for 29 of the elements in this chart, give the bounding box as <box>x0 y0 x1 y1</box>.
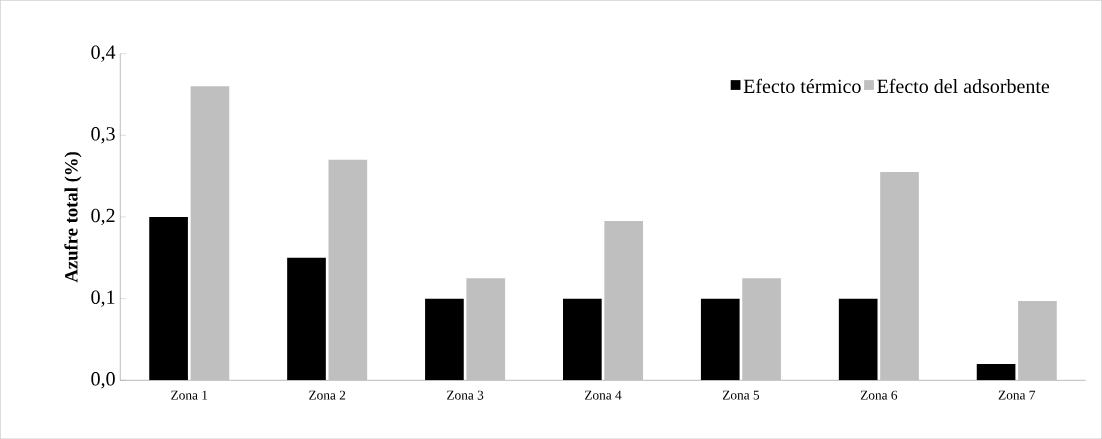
bar <box>149 216 188 381</box>
y-tick-label: 0,2 <box>91 208 115 226</box>
legend-label: Efecto térmico <box>743 78 861 93</box>
y-tick-label: 0,4 <box>91 45 116 62</box>
legend-label: Efecto del adsorbente <box>877 78 1050 93</box>
x-tick-label: Zona 1 <box>171 390 208 400</box>
bar <box>466 278 506 381</box>
bar <box>976 363 1016 381</box>
y-tick-label: 0,0 <box>91 372 115 389</box>
bar <box>328 159 368 381</box>
x-tick-label: Zona 6 <box>860 390 898 400</box>
y-axis-title: Azufre total (%) <box>64 152 82 283</box>
x-tick-label: Zona 7 <box>998 390 1036 400</box>
x-tick-label: Zona 2 <box>309 390 346 400</box>
bar <box>425 298 464 381</box>
bar <box>287 257 326 381</box>
bar <box>880 171 919 381</box>
x-tick-label: Zona 5 <box>722 390 760 400</box>
x-tick-label: Zona 4 <box>584 390 622 400</box>
y-tick-label: 0,3 <box>91 126 115 144</box>
bar <box>190 86 230 381</box>
x-tick-label: Zona 3 <box>447 390 484 400</box>
bar <box>700 298 740 381</box>
bar <box>1018 300 1057 381</box>
bar <box>742 278 781 381</box>
bar <box>563 298 602 381</box>
y-tick-label: 0,1 <box>91 290 115 307</box>
bar <box>838 298 878 381</box>
bar <box>604 220 644 381</box>
